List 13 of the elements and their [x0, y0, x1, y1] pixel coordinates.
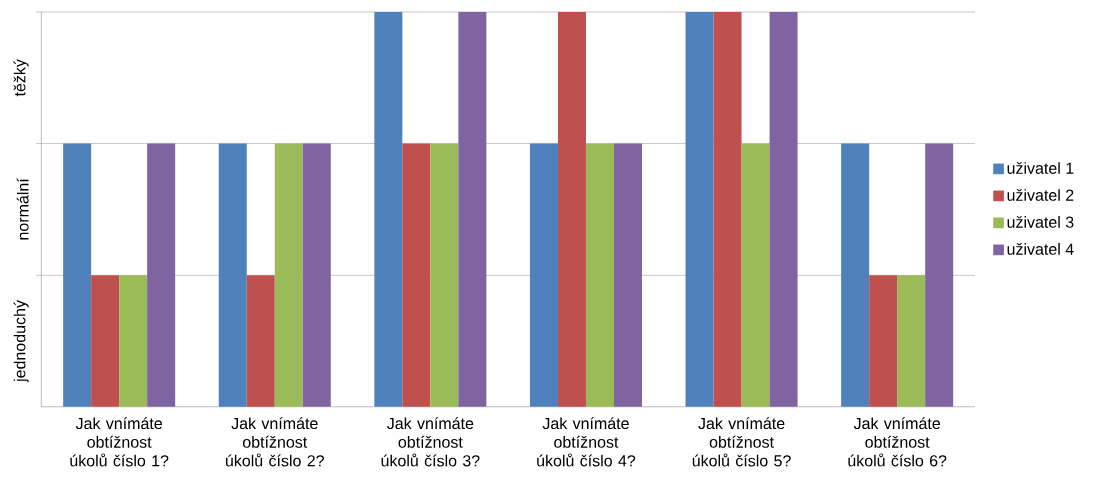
legend-label: uživatel 4 — [1007, 242, 1074, 255]
text: normální — [16, 178, 29, 240]
x-tick-label: Jak vnímáte obtížnost úkolů číslo 5? — [692, 417, 791, 467]
legend-label: uživatel 2 — [1007, 189, 1074, 201]
legend-label: uživatel 1 — [1007, 162, 1074, 174]
x-tick-label: Jak vnímáte obtížnost úkolů číslo 4? — [537, 417, 636, 467]
x-tick-label: Jak vnímáte obtížnost úkolů číslo 2? — [226, 417, 324, 467]
x-tick-label: Jak vnímáte obtížnost úkolů číslo 1? — [70, 417, 169, 467]
text: těžký — [13, 59, 29, 97]
x-tick-label: Jak vnímáte obtížnost úkolů číslo 3? — [381, 417, 480, 467]
legend-label: uživatel 3 — [1007, 216, 1074, 228]
x-tick-label: Jak vnímáte obtížnost úkolů číslo 6? — [848, 417, 947, 467]
text: jednoduchý — [13, 300, 29, 383]
